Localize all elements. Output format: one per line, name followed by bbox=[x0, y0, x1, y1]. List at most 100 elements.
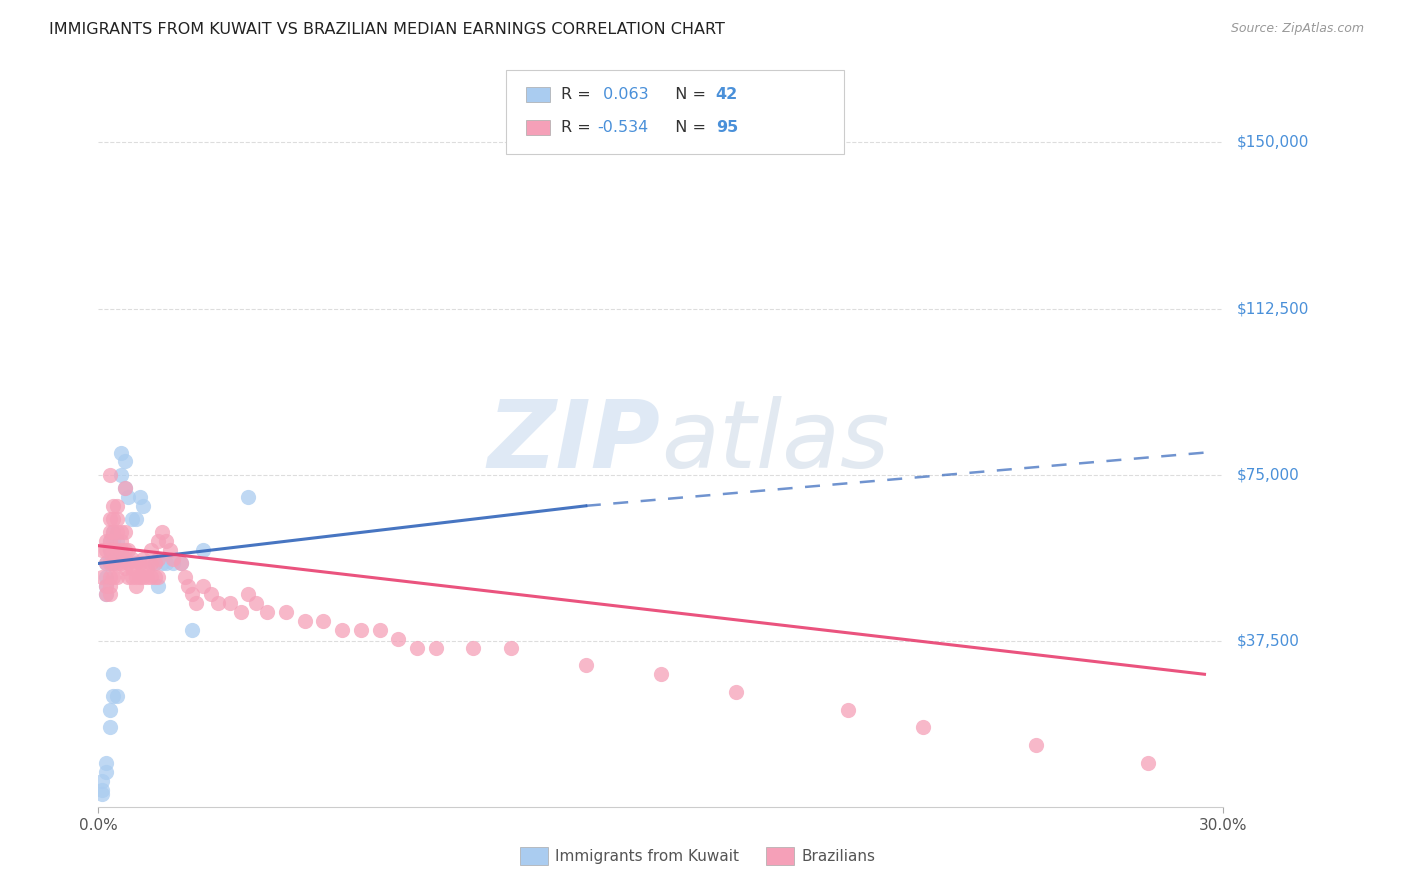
Text: 42: 42 bbox=[716, 87, 738, 102]
Point bbox=[143, 557, 166, 571]
Point bbox=[425, 640, 447, 655]
Point bbox=[98, 525, 121, 540]
Point bbox=[94, 587, 117, 601]
Point bbox=[98, 721, 121, 735]
Point bbox=[110, 557, 132, 571]
Point bbox=[150, 525, 173, 540]
Point bbox=[105, 534, 128, 549]
Point bbox=[114, 543, 136, 558]
Point bbox=[245, 596, 267, 610]
Text: $75,000: $75,000 bbox=[1237, 467, 1301, 483]
Point bbox=[117, 543, 139, 558]
Point bbox=[143, 570, 166, 584]
Point bbox=[103, 570, 125, 584]
Text: atlas: atlas bbox=[661, 396, 889, 487]
Point bbox=[274, 605, 297, 619]
Point bbox=[912, 721, 935, 735]
Point bbox=[98, 552, 121, 566]
Point bbox=[98, 512, 121, 526]
Point bbox=[837, 703, 859, 717]
Point bbox=[94, 570, 117, 584]
Point bbox=[114, 481, 136, 495]
Point bbox=[117, 490, 139, 504]
Point bbox=[238, 490, 260, 504]
Point bbox=[350, 623, 373, 637]
Point bbox=[121, 552, 143, 566]
Point bbox=[98, 557, 121, 571]
Text: -0.534: -0.534 bbox=[598, 120, 648, 135]
Point bbox=[98, 570, 121, 584]
Point bbox=[368, 623, 391, 637]
Point bbox=[121, 512, 143, 526]
Point bbox=[103, 525, 125, 540]
Point bbox=[162, 552, 184, 566]
Point bbox=[184, 596, 207, 610]
Point bbox=[170, 557, 193, 571]
Text: Brazilians: Brazilians bbox=[801, 849, 876, 863]
Point bbox=[229, 605, 252, 619]
Point bbox=[117, 557, 139, 571]
Point bbox=[105, 570, 128, 584]
Point bbox=[105, 690, 128, 704]
Point bbox=[94, 557, 117, 571]
Point bbox=[125, 570, 148, 584]
Point bbox=[98, 557, 121, 571]
Point bbox=[114, 525, 136, 540]
Point bbox=[150, 557, 173, 571]
Point bbox=[193, 543, 215, 558]
Point bbox=[94, 764, 117, 779]
Point bbox=[148, 534, 170, 549]
Point bbox=[387, 632, 409, 646]
Point bbox=[256, 605, 278, 619]
Point bbox=[105, 557, 128, 571]
Point bbox=[128, 490, 150, 504]
Text: Immigrants from Kuwait: Immigrants from Kuwait bbox=[555, 849, 740, 863]
Point bbox=[136, 570, 159, 584]
Point bbox=[98, 703, 121, 717]
Text: 0.063: 0.063 bbox=[598, 87, 648, 102]
Point bbox=[207, 596, 229, 610]
Point bbox=[103, 667, 125, 681]
Point bbox=[94, 543, 117, 558]
Point bbox=[499, 640, 522, 655]
Point bbox=[218, 596, 240, 610]
Point bbox=[139, 570, 162, 584]
Point bbox=[105, 543, 128, 558]
Point bbox=[91, 782, 114, 797]
Point bbox=[148, 552, 170, 566]
Point bbox=[114, 454, 136, 468]
Text: N =: N = bbox=[665, 120, 711, 135]
Point bbox=[94, 557, 117, 571]
Point bbox=[121, 561, 143, 575]
Point bbox=[128, 557, 150, 571]
Text: R =: R = bbox=[561, 87, 596, 102]
Point bbox=[125, 579, 148, 593]
Point bbox=[94, 756, 117, 770]
Point bbox=[159, 543, 181, 558]
Point bbox=[1025, 738, 1047, 752]
Point bbox=[132, 552, 155, 566]
Point bbox=[463, 640, 485, 655]
Text: ZIP: ZIP bbox=[488, 395, 661, 488]
Point bbox=[103, 525, 125, 540]
Point bbox=[110, 467, 132, 482]
Point bbox=[143, 557, 166, 571]
Point bbox=[132, 561, 155, 575]
Point bbox=[155, 534, 177, 549]
Text: $37,500: $37,500 bbox=[1237, 633, 1301, 648]
Point bbox=[94, 579, 117, 593]
Point bbox=[103, 534, 125, 549]
Point bbox=[139, 557, 162, 571]
Point bbox=[91, 543, 114, 558]
Point bbox=[238, 587, 260, 601]
Point bbox=[330, 623, 353, 637]
Point bbox=[148, 570, 170, 584]
Point bbox=[91, 570, 114, 584]
Point bbox=[94, 534, 117, 549]
Point bbox=[650, 667, 672, 681]
Point bbox=[103, 512, 125, 526]
Point bbox=[110, 445, 132, 459]
Point bbox=[114, 552, 136, 566]
Point bbox=[94, 579, 117, 593]
Point bbox=[406, 640, 429, 655]
